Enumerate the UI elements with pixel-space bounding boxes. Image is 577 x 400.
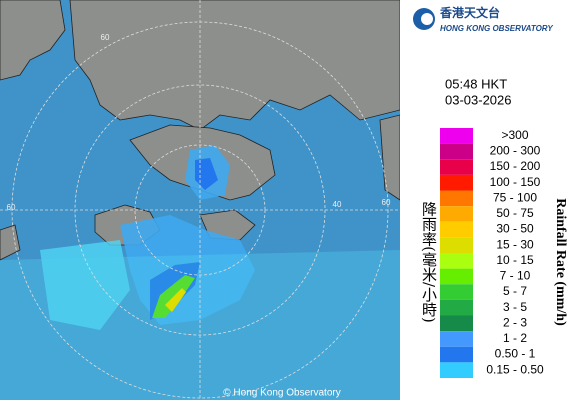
legend-title-zh: 降雨率(毫米/小時): [420, 201, 438, 323]
legend-label: 200 - 300: [490, 144, 541, 158]
legend-label: 2 - 3: [503, 315, 527, 329]
legend-label: 50 - 75: [496, 206, 534, 220]
logo-en: HONG KONG OBSERVATORY: [440, 24, 553, 33]
legend-label: 1 - 2: [503, 331, 527, 345]
legend-label: 10 - 15: [496, 253, 534, 267]
legend-label: 75 - 100: [493, 190, 537, 204]
legend-swatch: [440, 206, 473, 222]
radar-map: © Hong Kong Observatory 60 60 40 60: [0, 0, 400, 400]
legend-label: 150 - 200: [490, 159, 541, 173]
legend-swatch: [440, 174, 473, 191]
legend-label: 15 - 30: [496, 237, 534, 251]
legend-label: 30 - 50: [496, 222, 534, 236]
legend-swatch: [440, 362, 473, 378]
legend-swatch: [440, 128, 473, 144]
ring-label: 60: [7, 203, 16, 212]
legend-swatch: [440, 299, 473, 316]
legend-swatch: [440, 315, 473, 332]
legend-swatch: [440, 331, 473, 347]
logo-zh: 香港天文台: [439, 5, 500, 20]
legend-swatch: [440, 159, 473, 175]
legend-swatch: [440, 268, 473, 285]
range-rings: [0, 0, 400, 400]
legend-swatch: [440, 346, 473, 363]
legend-swatch: [440, 253, 473, 269]
legend-swatch: [440, 143, 473, 160]
legend-swatch: [440, 190, 473, 207]
time: 05:48 HKT: [445, 76, 507, 91]
legend-label: 5 - 7: [503, 284, 527, 298]
land: [0, 0, 400, 261]
logo-icon: [421, 13, 433, 25]
legend-label: 0.50 - 1: [495, 347, 536, 361]
side-panel: 香港天文台 HONG KONG OBSERVATORY 05:48 HKT 03…: [413, 5, 568, 378]
legend-swatch: [440, 221, 473, 238]
copyright: © Hong Kong Observatory: [223, 388, 340, 399]
legend-label: 100 - 150: [490, 175, 541, 189]
ring-label: 60: [101, 33, 110, 42]
legend-label: 0.15 - 0.50: [486, 362, 544, 376]
legend-title-en: Rainfall Rate (mm/h): [553, 198, 568, 326]
legend-label: 7 - 10: [500, 269, 531, 283]
legend-label: 3 - 5: [503, 300, 527, 314]
date: 03-03-2026: [445, 92, 512, 107]
legend-label: >300: [501, 128, 528, 142]
ring-label: 40: [333, 200, 342, 209]
legend-swatch: [440, 284, 473, 300]
legend-swatch: [440, 237, 473, 253]
ring-label: 60: [382, 198, 391, 207]
